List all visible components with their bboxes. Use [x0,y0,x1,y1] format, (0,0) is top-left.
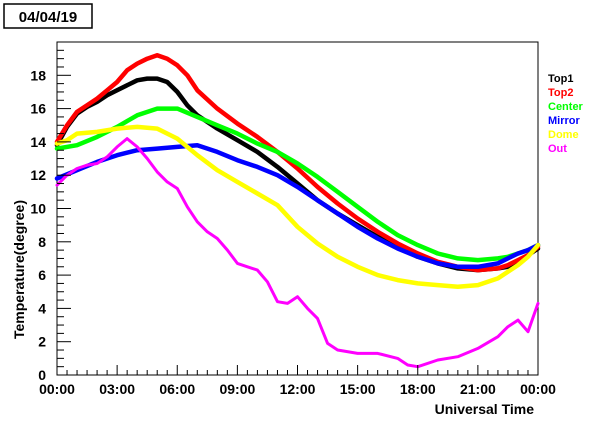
legend-entry-out: Out [548,143,567,155]
y-tick-label: 4 [38,300,46,316]
y-tick-label: 6 [38,267,46,283]
y-tick-label: 8 [38,234,46,250]
title-frame [3,3,93,29]
x-tick-label: 00:00 [520,381,556,397]
y-tick-label: 10 [30,201,46,217]
series-line-center [54,106,541,263]
series-line-out [55,137,540,369]
x-tick-label: 06:00 [159,381,195,397]
y-tick-label: 2 [38,334,46,350]
x-tick-label: 12:00 [280,381,316,397]
x-tick-label: 00:00 [39,381,75,397]
y-tick-label: 18 [30,67,46,83]
legend-entry-center: Center [548,101,584,113]
legend-entry-top2: Top2 [548,87,573,99]
x-tick-label: 09:00 [219,381,255,397]
y-tick-label: 14 [30,134,46,150]
x-tick-label: 18:00 [400,381,436,397]
series-line-mirror [54,142,541,270]
legend-entry-dome: Dome [548,129,579,141]
legend-entry-mirror: Mirror [548,115,581,127]
chart-title-box: 04/04/19 [3,3,93,29]
x-tick-label: 03:00 [99,381,135,397]
x-tick-label: 15:00 [340,381,376,397]
y-tick-label: 16 [30,101,46,117]
y-tick-label: 12 [30,167,46,183]
x-tick-label: 21:00 [460,381,496,397]
legend: Top1 Top2 Center Mirror Dome Out [548,73,584,155]
legend-entry-top1: Top1 [548,73,573,85]
y-axis: 0 2 4 6 8 10 12 14 16 18 [30,41,71,383]
series-line-dome [54,124,541,290]
series-layer [54,53,541,369]
y-tick-label: 0 [38,367,46,383]
x-axis-title: Universal Time [435,401,535,417]
y-axis-title: Temperature(degree) [11,200,27,339]
chart-title: 04/04/19 [19,9,77,26]
